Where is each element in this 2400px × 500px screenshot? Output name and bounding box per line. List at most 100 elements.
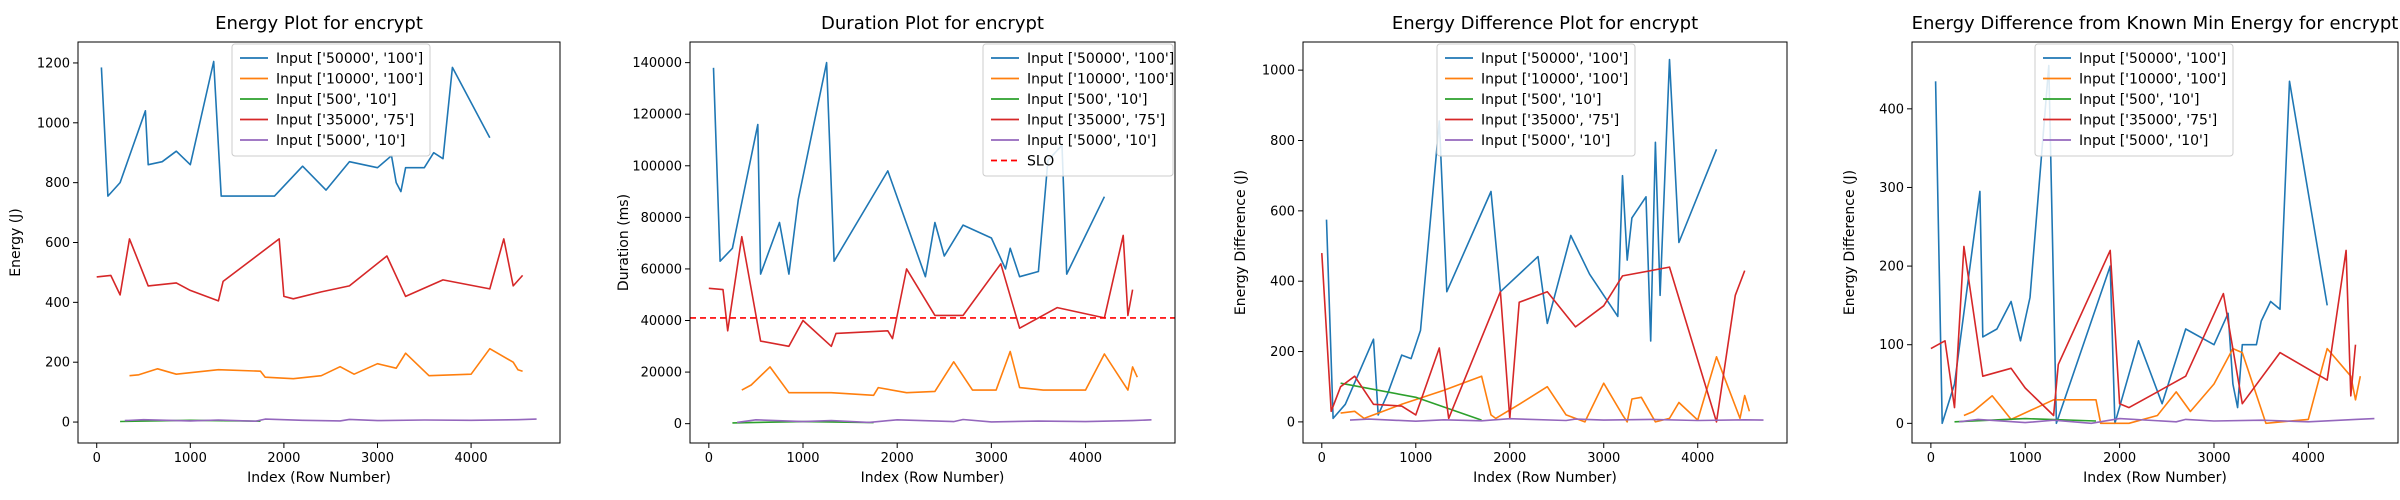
series-line-1 — [1934, 64, 2328, 425]
y-tick-label: 800 — [1270, 134, 1295, 149]
x-tick-label: 4000 — [455, 451, 488, 466]
chart-title: Energy Difference from Known Min Energy … — [1912, 13, 2399, 34]
y-tick-label: 60000 — [641, 262, 682, 277]
x-tick-label: 3000 — [361, 451, 394, 466]
x-tick-label: 2000 — [267, 451, 300, 466]
y-tick-label: 1200 — [37, 56, 70, 71]
x-tick-label: 4000 — [1681, 451, 1714, 466]
y-tick-label: 400 — [1270, 275, 1295, 290]
series-group — [1930, 64, 2375, 425]
chart-title: Energy Difference Plot for encrypt — [1392, 13, 1698, 34]
series-line-4 — [1930, 245, 2357, 417]
series-line-2 — [1340, 355, 1751, 423]
x-tick-label: 1000 — [1399, 451, 1432, 466]
legend-entry: Input ['500', '10'] — [2079, 92, 2199, 108]
chart-panel-2: Duration Plot for encrypt 0 1000 2000 3000 40… — [616, 13, 1176, 486]
series-line-4 — [708, 234, 1134, 348]
y-axis-label: Energy (J) — [8, 208, 24, 277]
x-tick-label: 1000 — [174, 451, 207, 466]
y-tick-label: 200 — [1270, 345, 1295, 360]
legend: Input ['50000', '100'] Input ['10000', '1… — [1436, 43, 1636, 157]
legend-entry: Input ['35000', '75'] — [1481, 113, 1619, 129]
legend: Input ['50000', '100'] Input ['10000', '1… — [2034, 43, 2234, 157]
series-line-4 — [96, 238, 524, 302]
series-line-2 — [129, 347, 523, 380]
x-axis-label: Index (Row Number) — [2083, 470, 2227, 486]
x-tick-label: 2000 — [1493, 451, 1526, 466]
x-tick-label: 3000 — [975, 451, 1008, 466]
y-tick-label: 0 — [1896, 417, 1904, 432]
legend-entry: SLO — [1027, 154, 1054, 170]
series-group — [96, 60, 537, 423]
legend-entry: Input ['5000', '10'] — [276, 133, 405, 149]
series-line-5 — [736, 418, 1152, 424]
y-tick-label: 1000 — [1262, 64, 1295, 79]
x-tick-label: 0 — [705, 451, 713, 466]
series-line-5 — [1349, 417, 1764, 423]
y-axis-label: Energy Difference (J) — [1233, 170, 1249, 315]
legend-entry: Input ['50000', '100'] — [1027, 51, 1174, 67]
chart-panel-3: Energy Difference Plot for encrypt 0 1000 2… — [1233, 13, 1788, 486]
legend: Input ['50000', '100'] Input ['10000', '1… — [231, 43, 431, 157]
legend-entry: Input ['500', '10'] — [1027, 92, 1147, 108]
legend-box — [2034, 43, 2234, 157]
y-tick-label: 0 — [62, 416, 70, 431]
y-tick-label: 40000 — [641, 314, 682, 329]
legend-entry: Input ['5000', '10'] — [1481, 133, 1610, 149]
x-tick-label: 4000 — [1069, 451, 1102, 466]
chart-title: Duration Plot for encrypt — [821, 13, 1044, 34]
x-tick-label: 0 — [1318, 451, 1326, 466]
chart-title: Energy Plot for encrypt — [215, 13, 423, 34]
y-tick-label: 140000 — [632, 56, 682, 71]
series-line-3 — [1954, 417, 2097, 423]
x-tick-label: 3000 — [1587, 451, 1620, 466]
x-axis-label: Index (Row Number) — [1473, 470, 1617, 486]
x-axis-label: Index (Row Number) — [861, 470, 1005, 486]
legend-entry: Input ['35000', '75'] — [1027, 113, 1165, 129]
axes-frame — [1911, 41, 2399, 444]
legend-entry: Input ['35000', '75'] — [276, 113, 414, 129]
x-tick-label: 0 — [93, 451, 101, 466]
legend-entry: Input ['10000', '100'] — [1481, 72, 1628, 88]
x-tick-label: 1000 — [2009, 451, 2042, 466]
legend-entry: Input ['50000', '100'] — [276, 51, 423, 67]
x-tick-label: 3000 — [2197, 451, 2230, 466]
y-tick-label: 800 — [45, 176, 70, 191]
legend-entry: Input ['500', '10'] — [1481, 92, 1601, 108]
series-line-2 — [741, 350, 1139, 397]
series-line-5 — [124, 418, 537, 423]
legend-entry: Input ['35000', '75'] — [2079, 113, 2217, 129]
x-tick-label: 2000 — [881, 451, 914, 466]
x-tick-label: 1000 — [786, 451, 819, 466]
chart-panel-4: Energy Difference from Known Min Energy … — [1842, 13, 2399, 486]
legend-box — [982, 43, 1174, 177]
legend-entry: Input ['5000', '10'] — [1027, 133, 1156, 149]
series-line-1 — [712, 61, 1106, 278]
legend-box — [1436, 43, 1636, 157]
y-tick-label: 100000 — [632, 159, 682, 174]
y-tick-label: 120000 — [632, 108, 682, 123]
y-tick-label: 200 — [45, 356, 70, 371]
legend-entry: Input ['5000', '10'] — [2079, 133, 2208, 149]
axes-frame — [689, 41, 1176, 444]
x-tick-label: 4000 — [2292, 451, 2325, 466]
legend-entry: Input ['10000', '100'] — [276, 72, 423, 88]
y-tick-label: 20000 — [641, 366, 682, 381]
y-tick-label: 400 — [1879, 102, 1904, 117]
legend: Input ['50000', '100'] Input ['10000', '1… — [982, 43, 1174, 177]
y-axis-label: Energy Difference (J) — [1842, 170, 1858, 315]
y-tick-label: 400 — [45, 296, 70, 311]
legend-entry: Input ['10000', '100'] — [2079, 72, 2226, 88]
series-line-2 — [1963, 347, 2362, 425]
legend-box — [231, 43, 431, 157]
axes-frame — [1302, 41, 1788, 444]
y-tick-label: 80000 — [641, 211, 682, 226]
legend-entry: Input ['50000', '100'] — [1481, 51, 1628, 67]
y-tick-label: 0 — [674, 417, 682, 432]
legend-entry: Input ['10000', '100'] — [1027, 72, 1174, 88]
y-axis-label: Duration (ms) — [616, 194, 632, 291]
series-line-5 — [1959, 417, 2375, 425]
series-group — [1321, 58, 1764, 423]
x-axis-label: Index (Row Number) — [247, 470, 391, 486]
